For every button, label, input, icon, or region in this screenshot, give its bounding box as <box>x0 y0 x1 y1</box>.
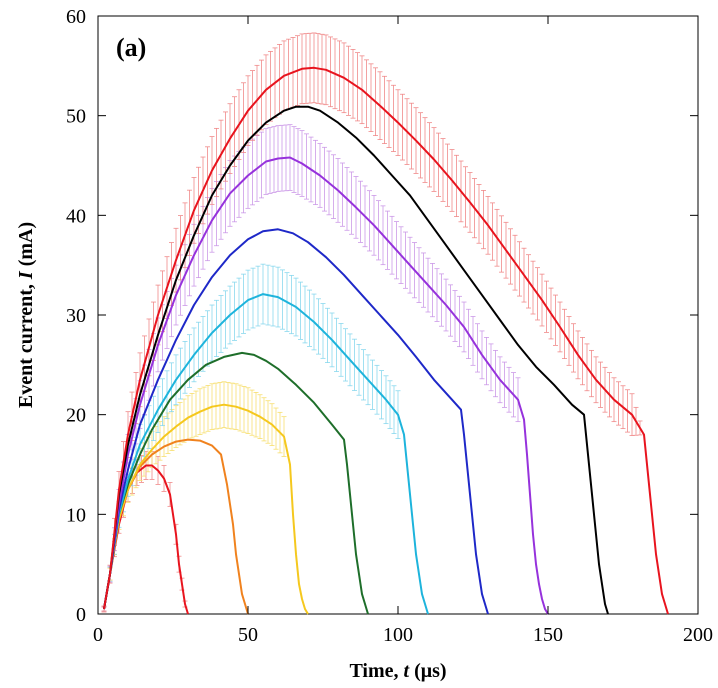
y-axis-title-symbol: I <box>15 270 37 280</box>
series-line-5 <box>103 293 429 615</box>
y-tick-label: 30 <box>66 305 86 327</box>
y-tick-label: 50 <box>66 106 86 128</box>
y-tick-label: 40 <box>66 205 86 227</box>
series-layer <box>101 32 669 615</box>
y-tick-label: 0 <box>76 604 86 626</box>
y-tick-label: 10 <box>66 504 86 526</box>
x-axis-title-prefix: Time, <box>349 660 403 682</box>
y-axis-title-suffix: (mA) <box>15 222 37 271</box>
y-axis-title-prefix: Event current, <box>15 279 37 408</box>
series-line-3 <box>103 403 309 615</box>
series-line-9 <box>103 66 669 615</box>
series-line-8 <box>103 105 609 615</box>
x-axis-title: Time, t (μs) <box>349 660 446 682</box>
x-tick-label: 0 <box>93 624 103 646</box>
x-tick-label: 100 <box>383 624 413 646</box>
panel-label: (a) <box>116 33 146 62</box>
y-tick-label: 20 <box>66 405 86 427</box>
x-tick-label: 150 <box>533 624 563 646</box>
series-line-6 <box>103 228 489 615</box>
x-axis-title-symbol: t <box>404 660 411 682</box>
y-axis-title: Event current, I (mA) <box>15 222 37 408</box>
series-line-7 <box>103 156 549 615</box>
tick-layer: 0 50 100 150 200 0 10 20 30 40 50 60 <box>66 6 713 646</box>
x-axis-title-suffix: (μs) <box>409 660 446 682</box>
x-tick-label: 50 <box>238 624 258 646</box>
series-line-4 <box>103 351 369 615</box>
y-tick-label: 60 <box>66 6 86 28</box>
x-tick-label: 200 <box>683 624 713 646</box>
